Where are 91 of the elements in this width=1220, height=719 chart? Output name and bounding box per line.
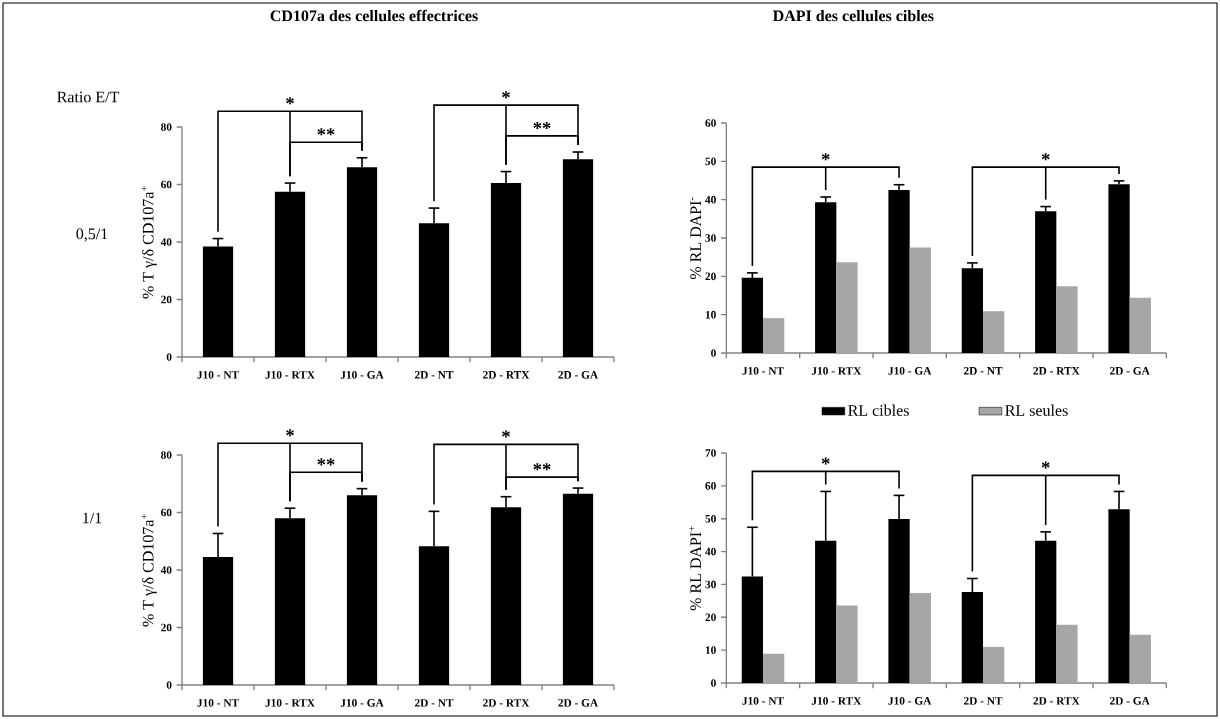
bar <box>815 202 837 353</box>
y-axis-title: % T γ/δ CD107a$^{+}$ <box>141 514 157 627</box>
legend-label: RL seules <box>1005 404 1068 416</box>
y-tick-label: 60 <box>705 119 716 127</box>
text: * <box>502 91 510 99</box>
chart-title: DAPI des cellules cibles <box>772 10 934 22</box>
bar <box>909 592 931 683</box>
x-tick-label: J10 - NT <box>197 371 239 379</box>
x-tick-label: 2D - GA <box>1110 697 1150 705</box>
y-axis-title: % RL DAPI$^{+}$ <box>689 526 702 611</box>
y-tick-label: 30 <box>705 580 716 589</box>
bar <box>983 646 1005 683</box>
annotation: ** <box>533 463 551 471</box>
y-tick-label: 0 <box>166 681 172 689</box>
y-tick-label: 0 <box>166 353 172 361</box>
y-tick-label: 80 <box>161 451 172 459</box>
bar <box>961 268 983 353</box>
y-tick-label: 10 <box>705 646 716 654</box>
y-tick-label: 70 <box>705 449 716 457</box>
bar <box>983 311 1005 353</box>
y-tick-label: 40 <box>705 195 716 204</box>
x-tick-label: J10 - RTX <box>265 371 315 379</box>
annotation: * <box>1041 153 1050 161</box>
y-tick-label: 20 <box>705 613 716 622</box>
bar <box>1056 624 1078 683</box>
text: 0,5/1 <box>76 228 108 242</box>
bar <box>836 605 858 683</box>
y-tick-label: 40 <box>160 566 172 574</box>
x-tick-label: 2D - RTX <box>483 699 530 707</box>
y-tick-label: 60 <box>161 180 172 189</box>
y-tick-label: 20 <box>705 272 716 281</box>
text: * <box>286 97 294 105</box>
bar <box>1108 184 1130 353</box>
annotation: ** <box>533 122 551 130</box>
bar <box>1035 211 1057 353</box>
y-tick-label: 60 <box>705 482 716 490</box>
text: * <box>502 430 510 438</box>
bar <box>741 277 764 353</box>
y-tick-label: 40 <box>705 547 716 556</box>
y-axis-title: % RL DAPI$^{-}$ <box>690 197 702 280</box>
annotation: ** <box>317 128 335 136</box>
bar <box>763 318 785 353</box>
y-tick-label: 80 <box>161 123 172 131</box>
y-tick-label: 10 <box>705 310 716 319</box>
x-tick-label: 2D - NT <box>414 371 454 379</box>
bar <box>836 262 858 353</box>
x-tick-label: J10 - NT <box>742 697 784 705</box>
text: Ratio E/T <box>57 91 120 103</box>
x-tick-label: J10 - NT <box>742 367 784 375</box>
x-tick-label: 2D - GA <box>558 699 599 707</box>
text: 1/1 <box>83 512 102 524</box>
x-tick-label: 2D - GA <box>1110 367 1150 375</box>
x-tick-label: J10 - RTX <box>265 699 315 707</box>
y-tick-label: 50 <box>705 157 716 166</box>
annotation: * <box>821 153 830 161</box>
annotation: * <box>1041 461 1050 469</box>
bar <box>909 247 931 353</box>
y-tick-label: 20 <box>161 295 172 304</box>
y-tick-label: 60 <box>161 508 172 517</box>
x-tick-label: J10 - GA <box>888 367 932 375</box>
y-tick-label: 0 <box>711 349 716 357</box>
annotation: ** <box>317 458 335 466</box>
chart-title: CD107a des cellules effectrices <box>270 9 478 22</box>
bar <box>763 653 785 683</box>
x-tick-label: 2D - GA <box>558 371 599 379</box>
y-tick-label: 20 <box>161 623 172 632</box>
text: * <box>286 429 294 437</box>
x-tick-label: J10 - GA <box>888 697 932 705</box>
annotation: * <box>821 457 830 465</box>
x-tick-label: 2D - RTX <box>483 371 530 379</box>
x-tick-label: J10 - RTX <box>811 697 862 705</box>
x-tick-label: 2D - RTX <box>1033 697 1080 705</box>
x-tick-label: J10 - GA <box>340 371 384 379</box>
bar <box>1129 297 1151 353</box>
x-tick-label: 2D - NT <box>963 697 1003 705</box>
x-tick-label: 2D - RTX <box>1033 367 1080 375</box>
x-tick-label: 2D - NT <box>414 699 454 707</box>
x-tick-label: J10 - NT <box>197 699 239 707</box>
y-tick-label: 40 <box>160 238 172 246</box>
bar <box>1129 634 1151 683</box>
y-axis-title: % T γ/δ CD107a$^{+}$ <box>141 186 157 299</box>
x-tick-label: J10 - RTX <box>811 367 862 375</box>
x-tick-label: J10 - GA <box>340 699 384 707</box>
y-tick-label: 0 <box>711 679 716 687</box>
y-tick-label: 30 <box>705 234 716 242</box>
x-tick-label: 2D - NT <box>963 367 1003 375</box>
bar <box>888 190 910 353</box>
y-tick-label: 50 <box>705 514 716 523</box>
legend-label: RL cibles <box>848 404 909 416</box>
bar <box>1056 286 1078 353</box>
bar <box>562 493 594 685</box>
